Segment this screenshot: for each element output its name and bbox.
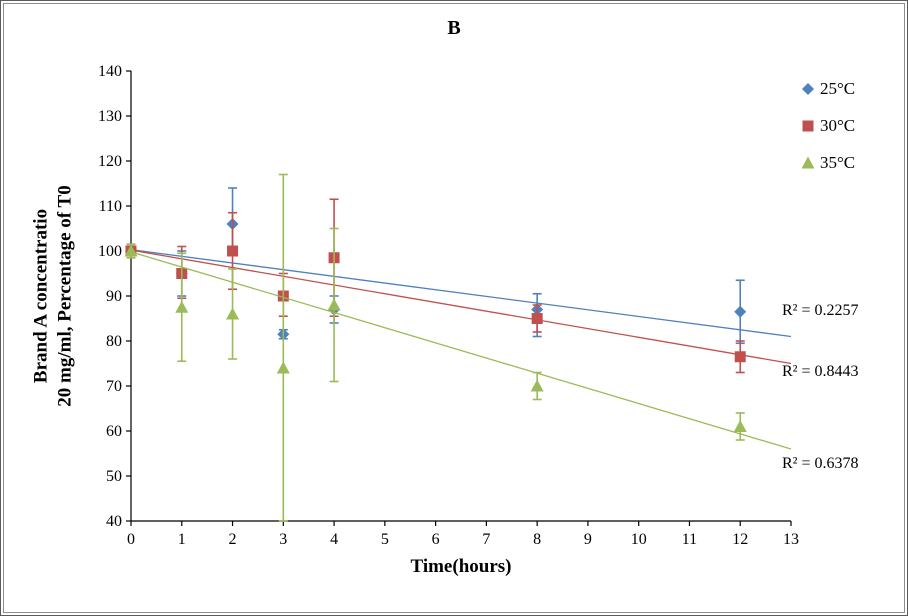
y-tick-label: 60 bbox=[106, 423, 122, 440]
legend-label: 30°C bbox=[820, 116, 856, 135]
trendline-35°C bbox=[130, 251, 792, 450]
r-squared-label: R² = 0.2257 bbox=[782, 301, 859, 319]
x-tick-label: 8 bbox=[533, 531, 541, 548]
legend-marker-triangle-icon bbox=[801, 156, 815, 169]
legend-label: 25°C bbox=[820, 79, 856, 98]
y-tick-label: 40 bbox=[106, 513, 122, 530]
x-tick-label: 11 bbox=[682, 531, 697, 548]
legend-marker-shape bbox=[802, 83, 814, 95]
x-tick-label: 3 bbox=[279, 531, 287, 548]
y-tick-label: 140 bbox=[98, 63, 122, 80]
marker-square bbox=[531, 313, 543, 324]
x-tick-label: 10 bbox=[631, 531, 647, 548]
legend-item-25°C: 25°C bbox=[801, 79, 855, 99]
x-tick-label: 6 bbox=[432, 531, 440, 548]
marker-triangle bbox=[124, 244, 138, 257]
y-tick-label: 70 bbox=[106, 378, 122, 395]
series-30°C bbox=[125, 198, 792, 374]
marker-triangle bbox=[327, 298, 341, 311]
x-axis-title: Time(hours) bbox=[410, 556, 512, 577]
legend-marker-square-icon bbox=[802, 120, 814, 132]
legend-label: 35°C bbox=[820, 153, 856, 172]
legend-marker-diamond-icon bbox=[802, 83, 814, 95]
x-tick-label: 0 bbox=[127, 531, 135, 548]
legend-item-35°C: 35°C bbox=[801, 153, 855, 173]
x-tick-label: 4 bbox=[330, 531, 338, 548]
trendline-25°C bbox=[130, 249, 792, 338]
marker-square bbox=[734, 351, 746, 363]
marker-triangle bbox=[530, 379, 544, 392]
x-tick-label: 9 bbox=[584, 531, 592, 548]
x-tick-label: 2 bbox=[229, 531, 237, 548]
legend: 25°C 30°C 35°C bbox=[801, 79, 855, 190]
y-tick-label: 120 bbox=[98, 153, 122, 170]
marker-triangle bbox=[733, 420, 747, 432]
r-squared-label: R² = 0.8443 bbox=[782, 362, 859, 380]
series-35°C bbox=[124, 173, 792, 522]
y-tick-label: 130 bbox=[98, 108, 122, 125]
marker-triangle bbox=[175, 300, 189, 313]
marker-diamond bbox=[734, 305, 747, 318]
legend-item-30°C: 30°C bbox=[801, 116, 855, 136]
marker-triangle bbox=[226, 307, 240, 320]
y-tick-label: 110 bbox=[99, 198, 122, 215]
y-tick-label: 80 bbox=[106, 333, 122, 350]
y-tick-label: 100 bbox=[98, 243, 122, 260]
marker-square bbox=[227, 245, 239, 257]
x-tick-label: 12 bbox=[732, 531, 748, 548]
legend-marker-shape bbox=[802, 120, 814, 132]
x-tick-label: 7 bbox=[482, 531, 490, 548]
y-tick-label: 90 bbox=[106, 288, 122, 305]
legend-marker-shape bbox=[801, 156, 815, 169]
x-tick-label: 13 bbox=[783, 531, 799, 548]
x-tick-label: 1 bbox=[178, 531, 186, 548]
trendline-30°C bbox=[130, 249, 792, 365]
marker-triangle bbox=[276, 361, 290, 374]
r-squared-label: R² = 0.6378 bbox=[782, 454, 859, 472]
x-tick-label: 5 bbox=[381, 531, 389, 548]
y-tick-label: 50 bbox=[106, 468, 122, 485]
chart-title: B bbox=[447, 17, 461, 39]
